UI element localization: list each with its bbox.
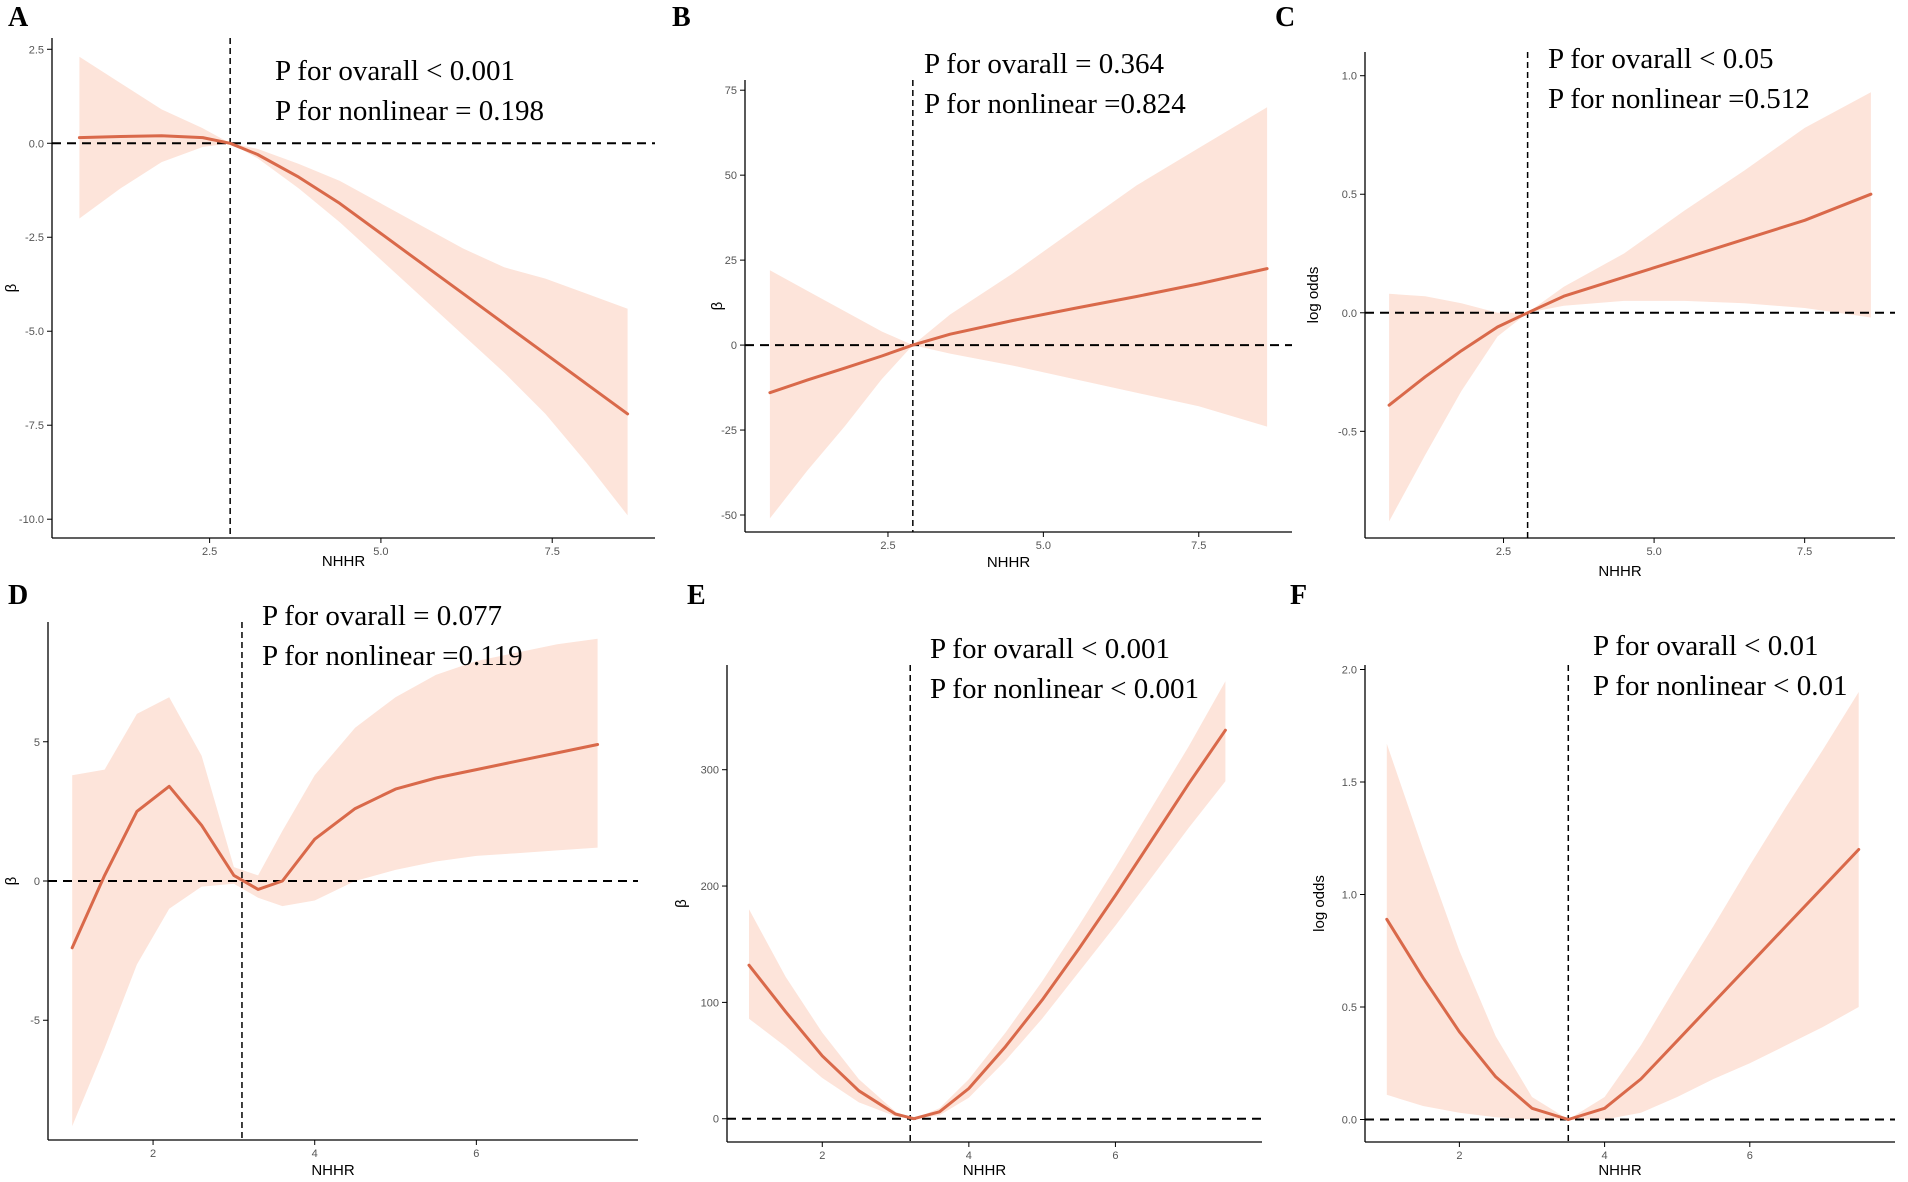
x-tick-label: 7.5	[1797, 546, 1812, 558]
y-tick-label: -50	[721, 510, 737, 522]
panel-a: 2.5 5.0 7.5 2.5 0.0 -2.5 -5.0 -7.5 -10.0 NHHR β A P …	[3, 2, 655, 570]
y-tick-label: 1.5	[1342, 777, 1357, 789]
confidence-band	[79, 56, 628, 516]
x-axis-title: NHHR	[987, 554, 1030, 571]
x-tick-label: 2.5	[1496, 546, 1511, 558]
series-line	[70, 743, 600, 950]
x-tick-label: 4	[1602, 1150, 1608, 1162]
y-tick-label: 25	[725, 255, 737, 267]
annotation-p-value: P for ovarall < 0.01	[1593, 630, 1819, 662]
y-tick-label: -7.5	[25, 420, 44, 432]
annotation-p-value: P for nonlinear =0.512	[1548, 83, 1810, 115]
annotation-p-value: P for nonlinear =0.824	[924, 88, 1186, 120]
x-tick-label: 7.5	[1191, 540, 1206, 552]
y-axis-title: β	[3, 283, 20, 292]
panel-letter: C	[1275, 2, 1295, 33]
y-tick-label: 1.0	[1342, 71, 1357, 83]
panel-e: 2 4 6 300 200 100 0 NHHR β E P for ovarall < 0.001…	[673, 580, 1262, 1179]
y-tick-label: -2.5	[25, 232, 44, 244]
annotation-p-value: P for nonlinear = 0.198	[275, 95, 544, 127]
annotation-p-value: P for ovarall = 0.364	[924, 48, 1164, 80]
y-tick-label: 50	[725, 170, 737, 182]
x-axis-title: NHHR	[1598, 563, 1641, 580]
panel-letter: B	[672, 2, 691, 33]
confidence-band	[749, 681, 1226, 1119]
y-tick-label: 0	[731, 340, 737, 352]
y-tick-label: 100	[701, 997, 719, 1009]
y-tick-label: 5	[34, 737, 40, 749]
x-tick-label: 2.5	[202, 546, 217, 558]
annotation-p-value: P for ovarall < 0.001	[930, 633, 1170, 665]
panel-f: 2 4 6 2.0 1.5 1.0 0.5 0.0 NHHR log odds F P for ova…	[1290, 580, 1895, 1179]
y-tick-label: 0.0	[1342, 1115, 1357, 1127]
x-tick-label: 7.5	[545, 546, 560, 558]
y-tick-label: 2.5	[29, 44, 44, 56]
annotation-p-value: P for ovarall < 0.05	[1548, 43, 1774, 75]
panel-c: 2.5 5.0 7.5 1.0 0.5 0.0 -0.5 NHHR log odds C P for…	[1275, 2, 1895, 580]
annotation-p-value: P for nonlinear < 0.001	[930, 673, 1199, 705]
y-tick-label: 0.5	[1342, 189, 1357, 201]
x-tick-label: 5.0	[373, 546, 388, 558]
y-tick-label: 0	[713, 1114, 719, 1126]
x-axis-title: NHHR	[963, 1162, 1006, 1179]
x-tick-label: 4	[966, 1150, 972, 1162]
series-line	[1387, 192, 1873, 407]
x-tick-label: 2.5	[880, 540, 895, 552]
y-tick-label: 0.0	[1342, 308, 1357, 320]
y-tick-label: 0	[34, 876, 40, 888]
confidence-band	[1386, 692, 1859, 1120]
panel-letter: D	[8, 580, 28, 611]
x-axis-title: NHHR	[311, 1162, 354, 1179]
y-tick-label: 1.0	[1342, 890, 1357, 902]
panel-letter: A	[8, 2, 29, 33]
series-line	[747, 728, 1227, 1121]
annotation-p-value: P for nonlinear < 0.01	[1593, 670, 1848, 702]
y-tick-label: -5.0	[25, 326, 44, 338]
annotation-p-value: P for ovarall < 0.001	[275, 55, 515, 87]
series-line	[768, 267, 1269, 395]
x-tick-label: 6	[1747, 1150, 1753, 1162]
confidence-band	[1389, 92, 1871, 522]
x-tick-label: 5.0	[1646, 546, 1661, 558]
y-tick-label: 300	[701, 765, 719, 777]
annotation-p-value: P for nonlinear =0.119	[262, 640, 523, 672]
y-tick-label: 200	[701, 881, 719, 893]
y-tick-label: 75	[725, 85, 737, 97]
panel-letter: F	[1290, 580, 1307, 611]
series-line	[77, 134, 630, 416]
x-tick-label: 2	[150, 1148, 156, 1160]
y-tick-label: 0.5	[1342, 1002, 1357, 1014]
x-tick-label: 5.0	[1036, 540, 1051, 552]
x-tick-label: 2	[819, 1150, 825, 1162]
confidence-band	[769, 107, 1268, 519]
panel-b: 2.5 5.0 7.5 75 50 25 0 -25 -50 NHHR β B P for ovaral…	[672, 2, 1292, 571]
y-axis-title: β	[3, 876, 20, 885]
y-tick-label: -10.0	[19, 514, 44, 526]
panel-letter: E	[687, 580, 706, 611]
y-axis-title: log odds	[1311, 875, 1328, 932]
y-axis-title: β	[709, 301, 726, 310]
y-tick-label: -5	[30, 1015, 40, 1027]
y-tick-label: 2.0	[1342, 665, 1357, 677]
panel-d: 2 4 6 5 0 -5 NHHR β D P for ovarall = 0.077 P for …	[3, 580, 638, 1179]
y-axis-title: log odds	[1305, 267, 1322, 324]
x-tick-label: 6	[473, 1148, 479, 1160]
y-tick-label: -25	[721, 425, 737, 437]
series-line	[1385, 848, 1861, 1121]
y-tick-label: 0.0	[29, 138, 44, 150]
x-tick-label: 6	[1112, 1150, 1118, 1162]
y-tick-label: -0.5	[1338, 426, 1357, 438]
annotation-p-value: P for ovarall = 0.077	[262, 600, 502, 632]
x-axis-title: NHHR	[322, 553, 365, 570]
confidence-band	[72, 638, 598, 1127]
x-axis-title: NHHR	[1598, 1162, 1641, 1179]
x-tick-label: 2	[1456, 1150, 1462, 1162]
x-tick-label: 4	[312, 1148, 318, 1160]
y-axis-title: β	[673, 899, 690, 908]
